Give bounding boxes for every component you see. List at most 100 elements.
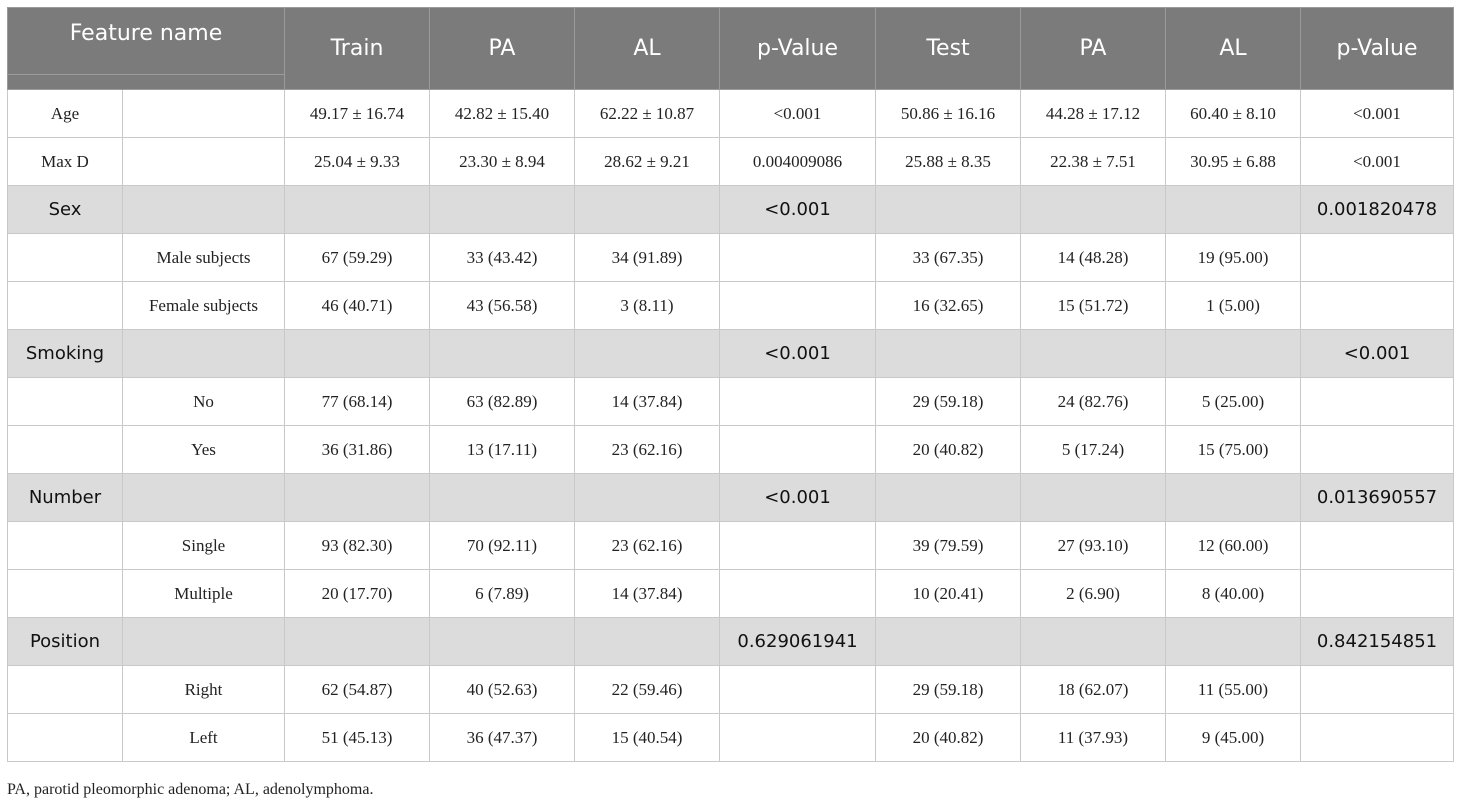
- table-cell: <0.001: [719, 473, 876, 522]
- header-test: Test: [875, 7, 1021, 90]
- table-cell: [719, 377, 876, 426]
- row-sublabel: [122, 617, 285, 666]
- table-row: Multiple 20 (17.70) 6 (7.89) 14 (37.84) 10 (…: [7, 569, 1454, 618]
- table-row: Age 49.17 ± 16.74 42.82 ± 15.40 62.22 ± 10.…: [7, 89, 1454, 138]
- table-cell: [1020, 617, 1166, 666]
- header-test-pa: PA: [1020, 7, 1166, 90]
- table-cell: [875, 185, 1021, 234]
- table-cell: 62.22 ± 10.87: [574, 89, 720, 138]
- table-cell: 33 (43.42): [429, 233, 575, 282]
- table-cell: 0.842154851: [1300, 617, 1454, 666]
- table-cell: 29 (59.18): [875, 665, 1021, 714]
- table-cell: [1300, 569, 1454, 618]
- row-label: Number: [7, 473, 123, 522]
- table-cell: 6 (7.89): [429, 569, 575, 618]
- table-cell: 27 (93.10): [1020, 521, 1166, 570]
- table-cell: [574, 617, 720, 666]
- table-cell: 33 (67.35): [875, 233, 1021, 282]
- table-cell: 14 (37.84): [574, 569, 720, 618]
- table-cell: 22 (59.46): [574, 665, 720, 714]
- table-cell: 9 (45.00): [1165, 713, 1301, 762]
- table-cell: 19 (95.00): [1165, 233, 1301, 282]
- table-cell: [719, 521, 876, 570]
- row-label: Sex: [7, 185, 123, 234]
- group-row: Smoking <0.001 <0.001: [7, 329, 1454, 378]
- table-body: Age 49.17 ± 16.74 42.82 ± 15.40 62.22 ± 10.…: [7, 89, 1454, 762]
- row-sublabel: No: [122, 377, 285, 426]
- table-row: No 77 (68.14) 63 (82.89) 14 (37.84) 29 (59.1…: [7, 377, 1454, 426]
- row-label: Age: [7, 89, 123, 138]
- table-cell: 14 (37.84): [574, 377, 720, 426]
- table-cell: <0.001: [719, 329, 876, 378]
- table-cell: 39 (79.59): [875, 521, 1021, 570]
- table-cell: 15 (40.54): [574, 713, 720, 762]
- row-label: [7, 281, 123, 330]
- table-cell: 5 (17.24): [1020, 425, 1166, 474]
- header-feature-name: Feature name: [7, 7, 285, 90]
- table-cell: [719, 569, 876, 618]
- row-sublabel: Left: [122, 713, 285, 762]
- table-cell: [574, 329, 720, 378]
- table-row: Female subjects 46 (40.71) 43 (56.58) 3 (8.…: [7, 281, 1454, 330]
- table-cell: 22.38 ± 7.51: [1020, 137, 1166, 186]
- row-label: [7, 713, 123, 762]
- table-row: Left 51 (45.13) 36 (47.37) 15 (40.54) 20 (40…: [7, 713, 1454, 762]
- table-cell: [875, 473, 1021, 522]
- table-cell: 77 (68.14): [284, 377, 430, 426]
- table-cell: [284, 473, 430, 522]
- row-label: [7, 377, 123, 426]
- table-cell: [1165, 329, 1301, 378]
- group-row: Position 0.629061941 0.842154851: [7, 617, 1454, 666]
- table-cell: [1300, 377, 1454, 426]
- row-label: Max D: [7, 137, 123, 186]
- table-cell: [1300, 233, 1454, 282]
- table-cell: 0.004009086: [719, 137, 876, 186]
- row-label: Position: [7, 617, 123, 666]
- header-train-al: AL: [574, 7, 720, 90]
- group-row: Number <0.001 0.013690557: [7, 473, 1454, 522]
- table-cell: 8 (40.00): [1165, 569, 1301, 618]
- row-sublabel: [122, 329, 285, 378]
- table-cell: [284, 329, 430, 378]
- table-cell: [429, 473, 575, 522]
- table-cell: 23 (62.16): [574, 521, 720, 570]
- table-cell: [429, 329, 575, 378]
- row-sublabel: Male subjects: [122, 233, 285, 282]
- row-label: Smoking: [7, 329, 123, 378]
- table-cell: 30.95 ± 6.88: [1165, 137, 1301, 186]
- table-footnote: PA, parotid pleomorphic adenoma; AL, ade…: [7, 781, 374, 798]
- table-cell: [875, 617, 1021, 666]
- table-cell: [1300, 713, 1454, 762]
- table-row: Right 62 (54.87) 40 (52.63) 22 (59.46) 29 (5…: [7, 665, 1454, 714]
- row-sublabel: Female subjects: [122, 281, 285, 330]
- row-sublabel: [122, 473, 285, 522]
- table-cell: 3 (8.11): [574, 281, 720, 330]
- table-cell: 11 (55.00): [1165, 665, 1301, 714]
- table-container: Feature name Train PA AL p-Value Test PA…: [7, 7, 1454, 762]
- table-cell: 11 (37.93): [1020, 713, 1166, 762]
- table-cell: [875, 329, 1021, 378]
- table-cell: <0.001: [1300, 329, 1454, 378]
- table-cell: 15 (51.72): [1020, 281, 1166, 330]
- row-label: [7, 521, 123, 570]
- table-cell: 23 (62.16): [574, 425, 720, 474]
- table-cell: [719, 713, 876, 762]
- table-cell: [284, 185, 430, 234]
- row-sublabel: Yes: [122, 425, 285, 474]
- data-table: Feature name Train PA AL p-Value Test PA…: [7, 7, 1454, 762]
- table-cell: [1300, 665, 1454, 714]
- table-cell: 93 (82.30): [284, 521, 430, 570]
- table-cell: <0.001: [719, 185, 876, 234]
- table-cell: 28.62 ± 9.21: [574, 137, 720, 186]
- table-cell: 20 (40.82): [875, 713, 1021, 762]
- header-test-al: AL: [1165, 7, 1301, 90]
- table-cell: 20 (40.82): [875, 425, 1021, 474]
- row-label: [7, 665, 123, 714]
- table-cell: 67 (59.29): [284, 233, 430, 282]
- header-test-p-value: p-Value: [1300, 7, 1454, 90]
- table-cell: 2 (6.90): [1020, 569, 1166, 618]
- table-cell: [1165, 617, 1301, 666]
- table-cell: <0.001: [1300, 137, 1454, 186]
- row-label: [7, 425, 123, 474]
- table-cell: [719, 425, 876, 474]
